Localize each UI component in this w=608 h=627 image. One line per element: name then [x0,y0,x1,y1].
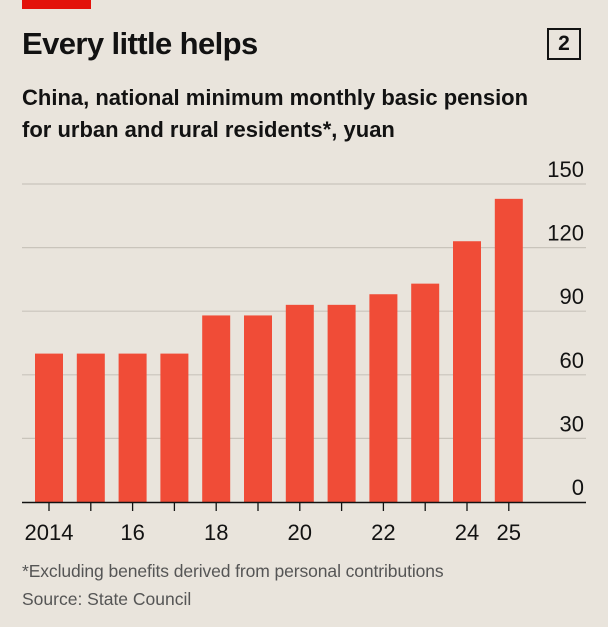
x-tick-label-2022: 22 [371,520,395,545]
bar-2014 [35,353,63,502]
chart-number-badge: 2 [547,28,581,60]
bar-2017 [160,353,189,502]
bar-2015 [76,353,105,502]
chart-subtitle-line-2: for urban and rural residents*, yuan [22,117,395,142]
footnote: *Excluding benefits derived from persona… [22,561,444,581]
bar-2018 [202,315,231,502]
y-axis-tick-labels: 0 30 60 90 120 150 [547,157,584,500]
bar-2021 [327,304,356,502]
x-tick-label-2024: 24 [455,520,479,545]
x-axis-tick-labels: 2014 16 18 20 22 24 25 [25,502,521,545]
chart-subtitle: China, national minimum monthly basic pe… [22,82,592,146]
bar-2022 [369,294,398,502]
y-tick-label-0: 0 [572,475,584,500]
x-tick-label-2018: 18 [204,520,228,545]
y-tick-label-90: 90 [560,284,584,309]
x-tick-label-2020: 20 [288,520,312,545]
chart-title: Every little helps [22,26,258,61]
bars [35,198,523,503]
bar-2019 [244,315,272,502]
y-tick-label-30: 30 [560,411,584,436]
y-tick-label-150: 150 [547,157,584,182]
source-note: Source: State Council [22,589,192,609]
y-tick-label-120: 120 [547,221,584,246]
brand-red-tag [22,0,91,9]
bar-2020 [285,304,314,502]
x-tick-label-2025: 25 [497,520,521,545]
x-tick-label-2016: 16 [120,520,144,545]
bar-2025 [494,198,523,502]
bar-2023 [411,283,440,502]
y-tick-label-60: 60 [560,348,584,373]
chart-subtitle-line-1: China, national minimum monthly basic pe… [22,85,529,110]
bar-2016 [118,353,147,502]
x-tick-label-2014: 2014 [25,520,74,545]
bar-2024 [453,241,481,503]
